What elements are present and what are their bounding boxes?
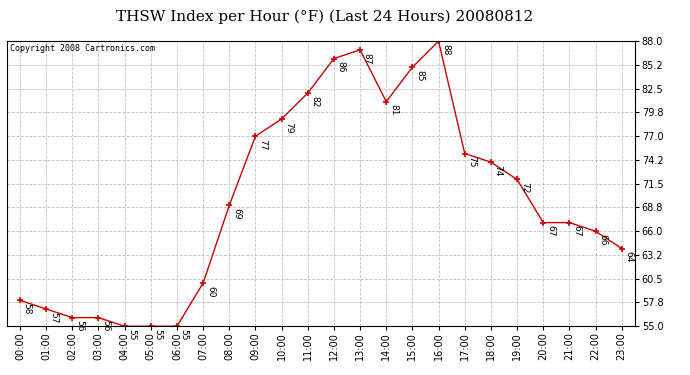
Text: 79: 79 <box>284 122 293 133</box>
Text: 87: 87 <box>363 53 372 64</box>
Text: 82: 82 <box>310 96 319 107</box>
Text: 67: 67 <box>546 225 555 237</box>
Text: 64: 64 <box>624 251 633 262</box>
Text: 85: 85 <box>415 70 424 81</box>
Text: Copyright 2008 Cartronics.com: Copyright 2008 Cartronics.com <box>10 44 155 53</box>
Text: 88: 88 <box>442 44 451 55</box>
Text: 74: 74 <box>493 165 503 176</box>
Text: 60: 60 <box>206 286 215 297</box>
Text: 55: 55 <box>179 329 189 340</box>
Text: 72: 72 <box>520 182 529 194</box>
Text: 55: 55 <box>128 329 137 340</box>
Text: 57: 57 <box>49 312 58 323</box>
Text: 81: 81 <box>389 105 398 116</box>
Text: THSW Index per Hour (°F) (Last 24 Hours) 20080812: THSW Index per Hour (°F) (Last 24 Hours)… <box>116 9 533 24</box>
Text: 86: 86 <box>337 61 346 73</box>
Text: 55: 55 <box>154 329 163 340</box>
Text: 56: 56 <box>101 320 110 332</box>
Text: 77: 77 <box>258 139 267 150</box>
Text: 66: 66 <box>598 234 607 246</box>
Text: 69: 69 <box>232 208 241 220</box>
Text: 67: 67 <box>572 225 581 237</box>
Text: 58: 58 <box>23 303 32 315</box>
Text: 75: 75 <box>468 156 477 168</box>
Text: 56: 56 <box>75 320 84 332</box>
